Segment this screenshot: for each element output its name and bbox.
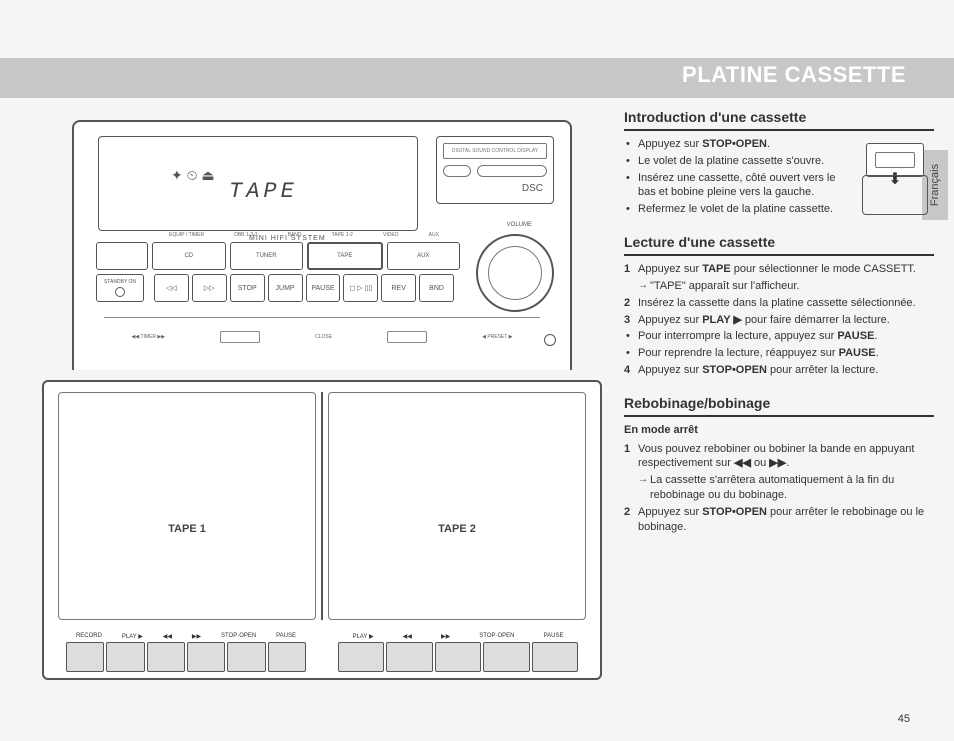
rebob-list: Vous pouvez rebobiner ou bobiner la band… [624,442,934,472]
list-item: Appuyez sur STOP•OPEN. [624,137,842,152]
source-fn-labels: EQUIP / TIMER DBB 1-3-3 BAND TAPE 1-2 VI… [154,232,454,238]
lecture-list: Insérez la cassette dans la platine cass… [624,296,934,328]
list-item: Le volet de la platine cassette s'ouvre. [624,154,842,169]
header-bar: PLATINE CASSETTE [0,58,954,98]
volume-label: VOLUME [507,222,532,228]
deck1-record-key [66,642,104,672]
dsc-display: DIGITAL SOUND CONTROL DISPLAY [443,143,547,159]
deck2-play-key [338,642,384,672]
display-panel: ✦ ⏲ ⏏ TAPE MINI HIFI SYSTEM [98,136,418,231]
tr-rev: REV [381,274,416,302]
tr-pause: PAUSE [306,274,341,302]
under-bar: ◀◀ TIMER ▶▶ CLOSE ◀ PRESET ▶ [104,317,540,355]
list-item: Appuyez sur STOP•OPEN pour arrêter la le… [624,363,934,378]
deck-door-2: TAPE 2 [328,392,586,620]
power-icon [115,287,125,297]
lecture-list: Appuyez sur TAPE pour sélectionner le mo… [624,262,934,277]
list-item: Pour interrompre la lecture, appuyez sur… [624,329,934,344]
list-sub: La cassette s'arrêtera automatiquement à… [624,473,934,503]
standby-button: STANDBY ON [96,274,144,302]
list-item: Vous pouvez rebobiner ou bobiner la band… [624,442,934,472]
list-item: Appuyez sur TAPE pour sélectionner le mo… [624,262,934,277]
deck2-key-labels: PLAY ▶ ◀◀ ▶▶ STOP·OPEN PAUSE [338,633,578,640]
deck1-rew-key [147,642,185,672]
tr-rew-icon: ◁◁ [154,274,189,302]
rebob-list: Appuyez sur STOP•OPEN pour arrêter le re… [624,505,934,535]
tr-stop: STOP [230,274,265,302]
display-icons: ✦ ⏲ ⏏ [171,167,215,184]
deck2-pause-key [532,642,578,672]
mini-btn [387,331,427,343]
src-btn-aux: AUX [387,242,460,270]
src-btn-cd: CD [152,242,225,270]
section-heading-rebob: Rebobinage/bobinage [624,394,934,417]
tr-ff-icon: ▷▷ [192,274,227,302]
dsc-pill-1 [443,165,471,177]
volume-knob [476,234,554,312]
deck1-play-key [106,642,144,672]
section-heading-intro: Introduction d'une cassette [624,108,934,131]
dsc-module: DIGITAL SOUND CONTROL DISPLAY DSC [436,136,554,204]
tape2-label: TAPE 2 [329,523,585,535]
cassette-deck: TAPE 1 TAPE 2 RECORD PLAY ▶ ◀◀ ▶▶ STOP·O… [42,380,602,680]
deck2-rew-key [386,642,432,672]
deck2-stop-key [483,642,529,672]
lecture-bullets: Pour interrompre la lecture, appuyez sur… [624,329,934,361]
display-text: TAPE [229,179,298,204]
page-title: PLATINE CASSETTE [682,62,906,88]
source-buttons: CD TUNER TAPE AUX [96,242,460,270]
tape1-label: TAPE 1 [59,523,315,535]
deck-divider [321,392,323,620]
deck1-pause-key [268,642,306,672]
mini-btn [220,331,260,343]
deck1-ff-key [187,642,225,672]
deck2-keys [338,642,578,672]
dsc-pill-2 [477,165,547,177]
unit-top: ✦ ⏲ ⏏ TAPE MINI HIFI SYSTEM DIGITAL SOUN… [72,120,572,370]
list-item: Insérez la cassette dans la platine cass… [624,296,934,311]
src-btn-tape: TAPE [307,242,382,270]
intro-list: Appuyez sur STOP•OPEN. Le volet de la pl… [624,137,842,217]
dsc-label: DSC [522,183,543,194]
transport-row: ◁◁ ▷▷ STOP JUMP PAUSE ◻ ▷ ▯▯ REV BND [154,274,454,302]
page-number: 45 [898,713,910,725]
instructions-column: Introduction d'une cassette ⬇ Appuyez su… [624,108,934,537]
list-item: Insérez une cassette, côté ouvert vers l… [624,171,842,201]
list-item: Appuyez sur STOP•OPEN pour arrêter le re… [624,505,934,535]
deck1-key-labels: RECORD PLAY ▶ ◀◀ ▶▶ STOP·OPEN PAUSE [66,633,306,640]
list-item: Refermez le volet de la platine cassette… [624,202,842,217]
tr-jump: JUMP [268,274,303,302]
deck1-keys [66,642,306,672]
device-illustration: ✦ ⏲ ⏏ TAPE MINI HIFI SYSTEM DIGITAL SOUN… [42,120,602,680]
headphone-jack-icon [544,334,556,346]
src-btn-tuner: TUNER [230,242,303,270]
rebob-subhead: En mode arrêt [624,423,934,438]
deck-door-1: TAPE 1 [58,392,316,620]
deck1-stop-key [227,642,265,672]
tr-play-icon: ◻ ▷ ▯▯ [343,274,378,302]
list-item: Pour reprendre la lecture, réappuyez sur… [624,346,934,361]
cassette-insert-icon: ⬇ [856,141,934,219]
list-sub: "TAPE" apparaît sur l'afficheur. [624,279,934,294]
section-heading-lecture: Lecture d'une cassette [624,233,934,256]
tr-bnd: BND [419,274,454,302]
lecture-list: Appuyez sur STOP•OPEN pour arrêter la le… [624,363,934,378]
deck2-ff-key [435,642,481,672]
src-btn-blank [96,242,148,270]
list-item: Appuyez sur PLAY ▶ pour faire démarrer l… [624,313,934,328]
